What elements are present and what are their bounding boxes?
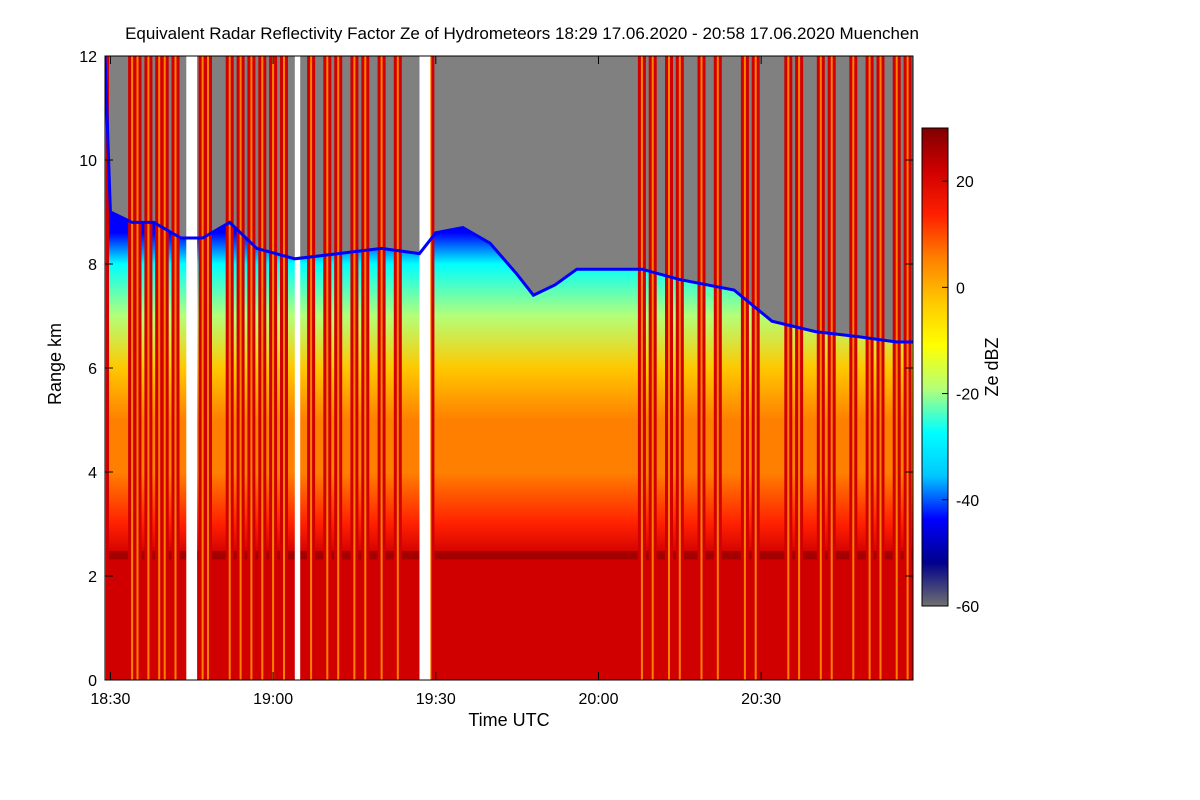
x-tick-label: 19:00 (253, 691, 293, 708)
streak-core (337, 56, 340, 680)
streak-core (147, 56, 150, 680)
streak-core (326, 56, 329, 680)
streak-core (700, 56, 703, 680)
x-tick-label: 20:30 (741, 691, 781, 708)
streak-core (678, 56, 681, 680)
streak-core (131, 56, 134, 680)
x-axis-label: Time UTC (468, 710, 549, 730)
chart-title: Equivalent Radar Reflectivity Factor Ze … (125, 24, 919, 43)
x-tick-label: 20:00 (578, 691, 618, 708)
streak-core (651, 56, 654, 680)
streak-core (754, 56, 757, 680)
streak-core (228, 56, 231, 680)
y-tick-label: 10 (79, 153, 97, 170)
streak-core (852, 56, 855, 680)
y-axis: 0 2 4 6 8 10 12 (79, 49, 913, 690)
streak-core (136, 56, 139, 680)
data-gap (186, 56, 198, 680)
colorbar (921, 127, 949, 607)
streak-core (364, 56, 367, 680)
y-tick-label: 4 (88, 465, 97, 482)
streak-core (158, 56, 161, 680)
streak-core (787, 56, 790, 680)
cloud-top-layer (105, 56, 913, 342)
streak-core (261, 56, 264, 680)
colorbar-tick-label: -60 (956, 599, 979, 616)
streak-core (207, 56, 209, 680)
colorbar-tick-label: -20 (956, 387, 979, 404)
streak-core (380, 56, 383, 680)
y-tick-label: 2 (88, 569, 97, 586)
streak-core (396, 56, 399, 680)
streak-core (201, 56, 204, 680)
streak-core (174, 56, 177, 680)
streak-core (798, 56, 801, 680)
plot-area (105, 56, 913, 680)
streak-core (353, 56, 356, 680)
colorbar-ticks: -60 -40 -20 0 20 (942, 174, 979, 616)
streak-core (239, 56, 242, 680)
streak-core (819, 56, 822, 680)
streak-core (879, 56, 882, 680)
streak-core (429, 56, 432, 680)
y-tick-label: 8 (88, 257, 97, 274)
melting-layer (105, 551, 913, 560)
streak-core (283, 56, 285, 680)
streak-core (163, 56, 166, 680)
y-axis-label: Range km (45, 323, 65, 405)
data-gaps (186, 56, 431, 680)
colorbar-tick-label: 20 (956, 174, 974, 191)
y-tick-label: 12 (79, 49, 97, 66)
data-gap (294, 56, 301, 680)
streak-core (272, 56, 275, 680)
x-axis: 18:30 19:00 19:30 20:00 20:30 (90, 56, 781, 708)
y-tick-label: 0 (88, 673, 97, 690)
streak-core (716, 56, 719, 680)
x-tick-label: 18:30 (90, 691, 130, 708)
streak-core (830, 56, 833, 680)
streak-core (250, 56, 253, 680)
colorbar-tick-label: 0 (956, 280, 965, 297)
colorbar-tick-label: -40 (956, 493, 979, 510)
streak-core (668, 56, 670, 680)
x-tick-label: 19:30 (416, 691, 456, 708)
high-reflectivity-streaks (105, 56, 912, 680)
streak-core (743, 56, 746, 680)
streak-core (868, 56, 871, 680)
streak-core (310, 56, 313, 680)
data-gap (419, 56, 431, 680)
streak-core (895, 56, 898, 680)
cloud-top-edge (105, 56, 913, 344)
streak-core (640, 56, 643, 680)
colorbar-label: Ze dBZ (982, 337, 1002, 396)
y-tick-label: 6 (88, 361, 97, 378)
